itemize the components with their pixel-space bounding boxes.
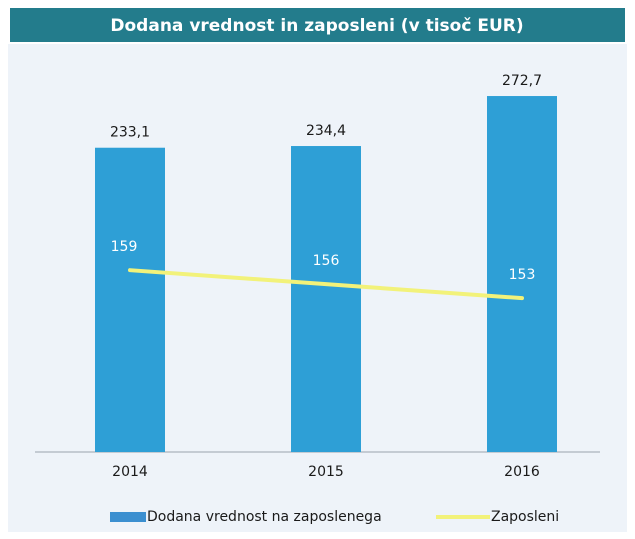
- bar-value-label: 234,4: [306, 123, 346, 139]
- legend-swatch: [110, 512, 146, 522]
- legend-label: Dodana vrednost na zaposlenega: [147, 509, 382, 525]
- bar: [487, 96, 557, 453]
- x-tick-label: 2016: [504, 464, 540, 480]
- x-tick-label: 2015: [308, 464, 344, 480]
- legend-label: Zaposleni: [491, 509, 559, 525]
- bar-value-label: 233,1: [110, 125, 150, 141]
- bar: [95, 147, 165, 452]
- title-band: [10, 8, 625, 42]
- line-value-label: 153: [509, 267, 536, 283]
- chart-title: Dodana vrednost in zaposleni (v tisoč EU…: [110, 16, 523, 36]
- line-value-label: 159: [111, 239, 138, 255]
- line-value-label: 156: [313, 253, 340, 269]
- line: [128, 268, 524, 301]
- bar-value-label: 272,7: [502, 73, 542, 89]
- bar: [291, 146, 361, 453]
- x-tick-label: 2014: [112, 464, 148, 480]
